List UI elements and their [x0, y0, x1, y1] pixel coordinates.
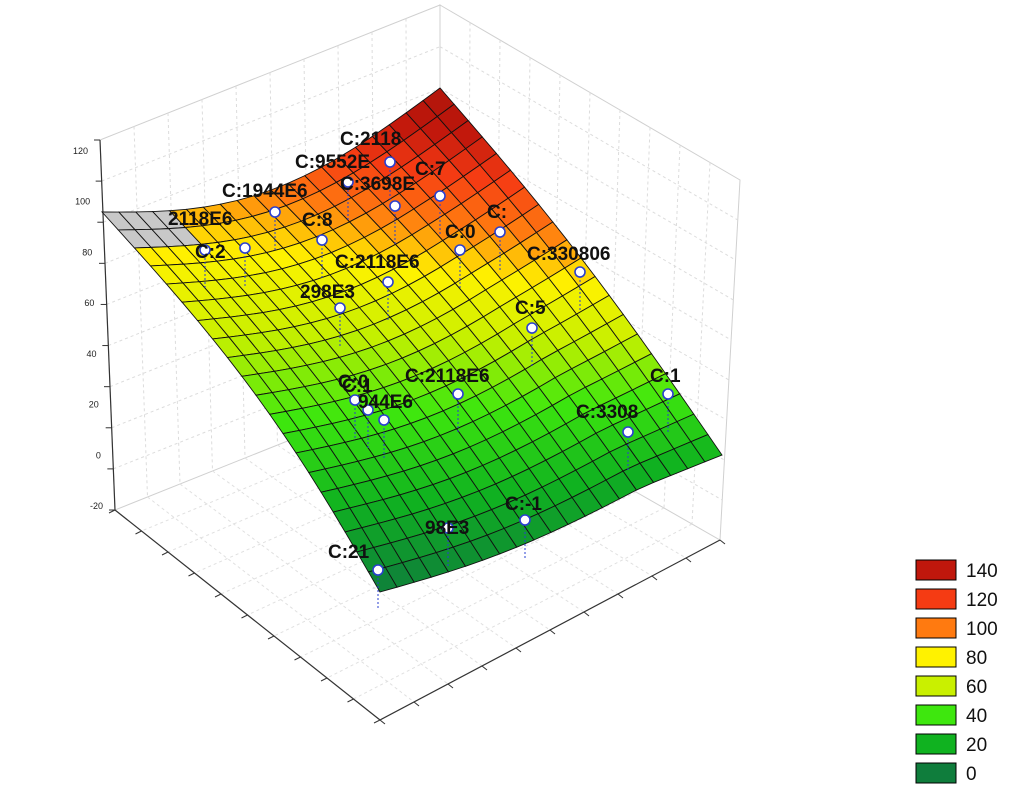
z-tick-label: 80 [82, 247, 92, 257]
legend-label: 120 [966, 590, 998, 611]
z-tick-label: -20 [90, 501, 103, 511]
data-point-marker [362, 404, 374, 416]
data-point-marker [239, 242, 251, 254]
data-point-marker [526, 322, 538, 334]
data-point-label: C:3698E [340, 174, 415, 195]
data-point-label: C: [487, 202, 507, 223]
data-point-label: C:1944E6 [222, 181, 308, 202]
legend-swatch [915, 559, 957, 581]
data-point-label: 2118E6 [168, 209, 232, 230]
data-point-marker [434, 190, 446, 202]
data-point-marker [316, 234, 328, 246]
legend-label: 40 [966, 706, 987, 727]
legend-label: 80 [966, 648, 987, 669]
data-point-label: C:9552E [295, 152, 370, 173]
data-point-label: 298E3 [300, 282, 355, 303]
legend-label: 100 [966, 619, 998, 640]
legend-label: 20 [966, 735, 987, 756]
data-point-label: C:3308 [576, 402, 638, 423]
data-point-label: C:1 [342, 376, 373, 397]
data-point-label: C:330806 [527, 244, 610, 265]
z-tick-label: 120 [73, 146, 88, 156]
data-point-label: C:5 [515, 298, 546, 319]
data-point-label: C:0 [445, 222, 476, 243]
data-point-marker [199, 244, 211, 256]
axis-ticks: 120 100 80 60 40 20 0 -20 [73, 146, 103, 511]
legend-swatch [915, 733, 957, 755]
z-tick-label: 40 [87, 349, 97, 359]
legend-swatch [915, 646, 957, 668]
legend-swatch [915, 588, 957, 610]
legend-label: 0 [966, 764, 977, 785]
data-point-label: C:7 [415, 159, 446, 180]
data-point-marker [382, 276, 394, 288]
data-point-label: C:2118 [340, 129, 401, 150]
data-point-label: C:2118E6 [335, 252, 420, 273]
data-point-label: C:2 [195, 242, 226, 263]
data-point-marker [384, 156, 396, 168]
data-point-marker [519, 514, 531, 526]
data-point-marker [442, 522, 454, 534]
data-point-label: C:8 [302, 210, 333, 231]
legend-label: 60 [966, 677, 987, 698]
data-point-label: C:2118E6 [405, 366, 490, 387]
data-point-label: C:0 [338, 372, 369, 393]
data-point-marker [334, 302, 346, 314]
data-point-marker [269, 206, 281, 218]
z-tick-label: 60 [84, 298, 94, 308]
data-point-marker [349, 394, 361, 406]
data-point-marker [662, 388, 674, 400]
data-point-marker [342, 176, 354, 188]
legend-label: 140 [966, 561, 998, 582]
z-tick-label: 0 [96, 450, 101, 460]
data-point-marker [454, 244, 466, 256]
z-tick-label: 100 [75, 197, 90, 207]
legend-swatch [915, 617, 957, 639]
color-legend: 140 120 100 80 60 40 20 0 [915, 559, 998, 785]
surface-mesh [100, 87, 723, 593]
legend-swatch [915, 762, 957, 784]
legend-swatch [915, 675, 957, 697]
z-tick-label: 20 [89, 400, 99, 410]
data-point-label: C:1 [650, 366, 681, 387]
data-point-marker [389, 200, 401, 212]
data-point-marker [622, 426, 634, 438]
data-point-marker [452, 388, 464, 400]
data-point-marker [372, 564, 384, 576]
data-point-marker [574, 266, 586, 278]
data-point-marker [378, 414, 390, 426]
data-point-label: 944E6 [358, 392, 413, 413]
data-point-label: C:21 [328, 542, 370, 563]
data-point-marker [494, 226, 506, 238]
legend-swatch [915, 704, 957, 726]
data-point-label: 98E3 [425, 518, 469, 539]
surface-cell [690, 433, 723, 463]
data-point-label: C:-1 [505, 494, 542, 515]
